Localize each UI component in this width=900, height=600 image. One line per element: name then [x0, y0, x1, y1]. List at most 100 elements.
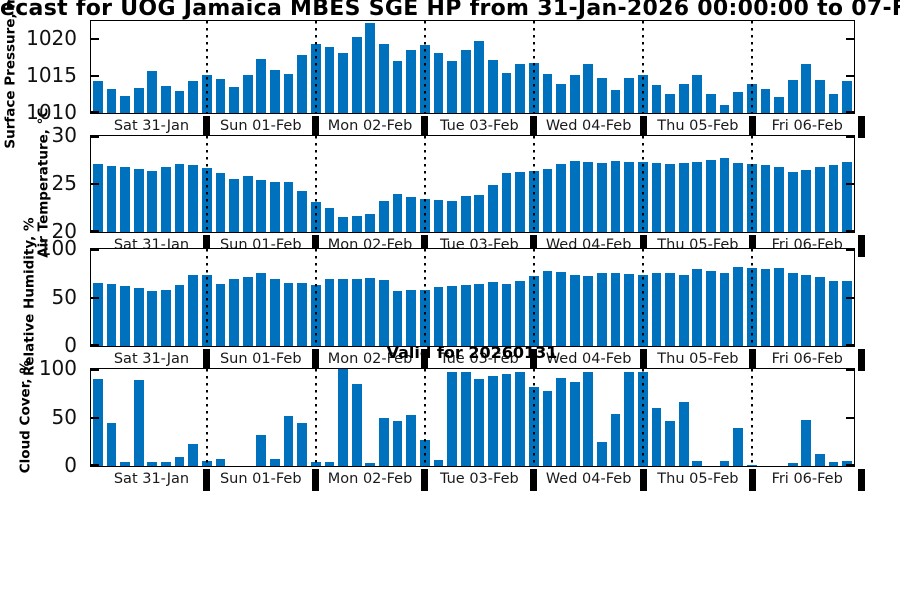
bar [392, 193, 403, 232]
y-tick-mark [846, 38, 854, 41]
bar [379, 201, 389, 232]
day-label: Sun 01-Feb [219, 350, 302, 367]
bar [665, 421, 675, 466]
bar [447, 371, 457, 466]
bar [406, 414, 417, 466]
bar [665, 93, 675, 113]
bar [774, 96, 784, 113]
y-tick-label: 50 [51, 404, 77, 429]
y-tick-mark [91, 230, 99, 232]
bar [815, 166, 825, 232]
bar [433, 52, 444, 113]
y-tick-label: 1020 [26, 26, 77, 51]
bar [828, 462, 839, 466]
bar [542, 391, 553, 466]
bar [556, 377, 566, 466]
bar [242, 277, 253, 346]
y-tick-mark [91, 344, 99, 346]
bar [542, 168, 553, 232]
day-separator-mark [749, 235, 757, 257]
bar [188, 80, 199, 113]
y-tick-mark [846, 136, 854, 138]
bar [706, 93, 716, 113]
bar [733, 162, 744, 232]
y-tick-mark [846, 464, 854, 466]
day-separator-mark [639, 116, 647, 138]
bar [610, 160, 621, 232]
day-separator-mark [202, 116, 210, 138]
bar [624, 371, 635, 466]
day-boundary-gridline [423, 136, 426, 232]
day-boundary-gridline [641, 136, 644, 232]
day-separator-mark [202, 235, 210, 257]
bar [270, 279, 280, 346]
bar [801, 64, 812, 113]
x-axis-day-labels: Sat 31-Jan Sun 01-Feb Mon 02-Feb Tue 03-Feb… [0, 114, 900, 140]
bar [365, 23, 376, 113]
day-separator-mark [530, 468, 538, 491]
bar [242, 176, 253, 232]
day-boundary-gridline [532, 21, 535, 113]
day-separator-mark [421, 348, 429, 371]
day-label: Fri 06-Feb [771, 350, 843, 367]
y-tick-mark [91, 111, 99, 113]
bar [597, 441, 607, 466]
bar [256, 434, 267, 466]
bar [338, 279, 348, 346]
bar [760, 269, 771, 346]
bar [283, 74, 294, 113]
bar [801, 420, 812, 466]
day-boundary-gridline [750, 369, 753, 466]
bar [447, 60, 457, 113]
bar [678, 162, 689, 232]
bar [365, 463, 376, 466]
y-tick-label: 0 [64, 333, 77, 357]
bar [270, 459, 280, 466]
bar [106, 283, 117, 346]
bar [692, 461, 703, 466]
bar [147, 290, 158, 346]
bar [624, 78, 635, 113]
day-label: Sun 01-Feb [219, 470, 302, 487]
bar [460, 196, 471, 232]
bar [842, 461, 853, 466]
day-label: Wed 04-Feb [545, 118, 632, 134]
bar [297, 282, 308, 346]
bar [447, 285, 457, 346]
bar [406, 197, 417, 232]
bar [828, 93, 839, 113]
bar [92, 282, 103, 346]
bar [392, 421, 403, 466]
bar [406, 49, 417, 113]
bar [92, 378, 103, 466]
bar [215, 459, 226, 466]
day-label: Tue 03-Feb [439, 350, 519, 367]
day-label: Tue 03-Feb [439, 470, 519, 487]
day-boundary-gridline [205, 136, 208, 232]
day-boundary-gridline [641, 249, 644, 346]
day-boundary-gridline [314, 136, 317, 232]
bar [610, 413, 621, 466]
bar [569, 74, 580, 113]
day-separator-mark [530, 116, 538, 138]
bar [842, 81, 853, 113]
bar [842, 281, 853, 346]
bar [815, 79, 825, 113]
day-boundary-gridline [641, 369, 644, 466]
surface-pressure-panel [90, 20, 855, 114]
y-tick-mark [91, 183, 99, 185]
bar [597, 273, 607, 346]
bar [542, 74, 553, 113]
bar [351, 383, 362, 466]
y-tick-mark [91, 249, 99, 251]
bar [678, 401, 689, 466]
air-temperature-panel [90, 135, 855, 233]
day-label: Sun 01-Feb [219, 118, 302, 134]
bar [501, 173, 512, 232]
day-label: Fri 06-Feb [771, 470, 843, 487]
day-separator-mark [311, 235, 319, 257]
bar [188, 275, 199, 346]
bar [324, 208, 335, 232]
bar [215, 79, 226, 113]
bar [719, 104, 730, 113]
